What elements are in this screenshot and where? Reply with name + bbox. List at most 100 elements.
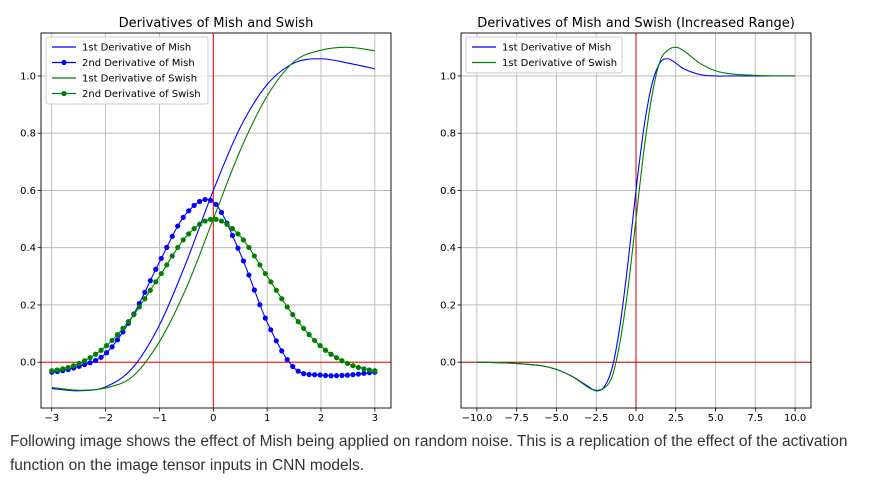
series-marker-4 [328, 351, 334, 357]
plot-frame [40, 32, 392, 409]
caption-line-1: Following image shows the effect of Mish… [10, 433, 848, 450]
series-marker-4 [158, 270, 164, 277]
series-marker-4 [169, 253, 175, 259]
series-marker-2 [322, 372, 329, 379]
series-marker-4 [186, 231, 192, 237]
x-tick-label: −2 [98, 413, 113, 424]
series-marker-4 [114, 332, 121, 338]
series-marker-4 [87, 355, 93, 361]
series-marker-2 [361, 370, 367, 376]
series-marker-4 [175, 244, 181, 251]
series-marker-4 [257, 262, 263, 268]
series-marker-4 [284, 304, 290, 310]
series-marker-4 [103, 343, 110, 349]
legend-swatch-marker [61, 59, 67, 66]
y-tick-label: 0.8 [20, 129, 36, 140]
series-marker-4 [191, 226, 197, 232]
series-marker-2 [142, 289, 148, 295]
legend-label: 1st Derivative of Swish [502, 58, 617, 69]
series-line-1 [51, 58, 375, 392]
y-tick-label: 0.4 [20, 243, 36, 254]
series-marker-4 [197, 221, 203, 227]
series-marker-2 [229, 232, 236, 239]
series-marker-2 [333, 373, 340, 379]
series-marker-4 [262, 270, 268, 277]
series-marker-4 [109, 337, 115, 344]
y-tick-label: 0.2 [20, 300, 36, 311]
series-marker-4 [207, 216, 214, 222]
series-marker-2 [317, 372, 323, 378]
series-marker-4 [82, 358, 88, 364]
chart-title: Derivatives of Mish and Swish (Increased… [477, 16, 795, 31]
series-marker-4 [355, 364, 362, 371]
y-tick-label: 0.6 [20, 186, 36, 197]
series-marker-4 [295, 319, 301, 325]
series-marker-2 [312, 372, 318, 378]
series-marker-2 [344, 372, 351, 378]
series-marker-4 [372, 368, 378, 374]
series-marker-2 [235, 245, 241, 251]
series-marker-2 [273, 338, 279, 344]
series-marker-2 [103, 350, 110, 356]
x-tick-label: 7.5 [747, 413, 763, 424]
series-marker-4 [153, 279, 159, 285]
series-marker-2 [87, 360, 93, 366]
series-marker-2 [207, 197, 214, 203]
series-marker-2 [202, 196, 208, 203]
charts-figure: −3 −2 −1 0 1 2 3 0.0 0.2 0.4 0.6 0.8 1.0 Derivatives … [20, 16, 812, 424]
x-tick-label: 0.0 [628, 413, 644, 424]
series-marker-4 [350, 363, 356, 369]
y-tick-label: 0.6 [440, 186, 456, 197]
series-marker-4 [366, 367, 372, 373]
x-tick-label: 10.0 [784, 413, 806, 424]
series-marker-4 [290, 311, 296, 318]
y-tick-label: 1.0 [440, 71, 456, 82]
y-tick-label: 0.0 [440, 358, 456, 369]
series-marker-2 [175, 223, 181, 229]
series-marker-4 [344, 360, 351, 367]
series-marker-2 [98, 354, 104, 360]
chart-1: −3 −2 −1 0 1 2 3 0.0 0.2 0.4 0.6 0.8 1.0 Derivatives … [20, 16, 392, 424]
series-marker-4 [301, 325, 307, 331]
series-marker-4 [49, 368, 55, 374]
series-marker-2 [218, 209, 225, 216]
series-marker-4 [54, 367, 60, 373]
series-marker-2 [251, 287, 257, 293]
caption-paragraph: Following image shows the effect of Mish… [10, 430, 885, 478]
series-marker-2 [240, 258, 247, 264]
series-marker-4 [240, 237, 247, 243]
x-tick-label: 1 [264, 413, 270, 424]
series-marker-2 [328, 373, 334, 379]
series-marker-2 [339, 372, 345, 379]
series-marker-2 [197, 198, 203, 205]
legend: 1st Derivative of Mish 2nd Derivative of … [45, 36, 209, 105]
y-tick-label: 0.0 [20, 358, 36, 369]
series-marker-2 [164, 244, 170, 251]
series-marker-4 [218, 218, 225, 224]
y-tick-label: 0.2 [440, 300, 456, 311]
series-marker-2 [191, 202, 197, 209]
series-marker-4 [71, 363, 77, 369]
series-marker-2 [306, 371, 312, 378]
series-marker-2 [180, 214, 186, 220]
x-tick-label: 2.5 [668, 413, 684, 424]
series-marker-4 [279, 296, 285, 302]
series-marker-2 [186, 208, 192, 214]
series-marker-2 [350, 372, 356, 378]
series-marker-2 [257, 302, 263, 308]
series-marker-4 [60, 366, 66, 372]
x-tick-label: −2.5 [584, 413, 608, 424]
legend-label: 1st Derivative of Mish [82, 43, 191, 54]
plot-frame [460, 32, 812, 409]
x-tick-label: −3 [44, 413, 59, 424]
series-marker-4 [224, 221, 230, 227]
series-marker-2 [82, 361, 88, 368]
x-tick-label: 3 [372, 413, 378, 424]
y-tick-label: 0.4 [440, 243, 456, 254]
series-marker-4 [246, 244, 252, 251]
series-marker-4 [251, 253, 257, 259]
series-marker-4 [136, 304, 142, 310]
series-marker-2 [147, 278, 153, 284]
series-marker-2 [158, 255, 164, 262]
x-tick-label: −10.0 [462, 413, 493, 424]
